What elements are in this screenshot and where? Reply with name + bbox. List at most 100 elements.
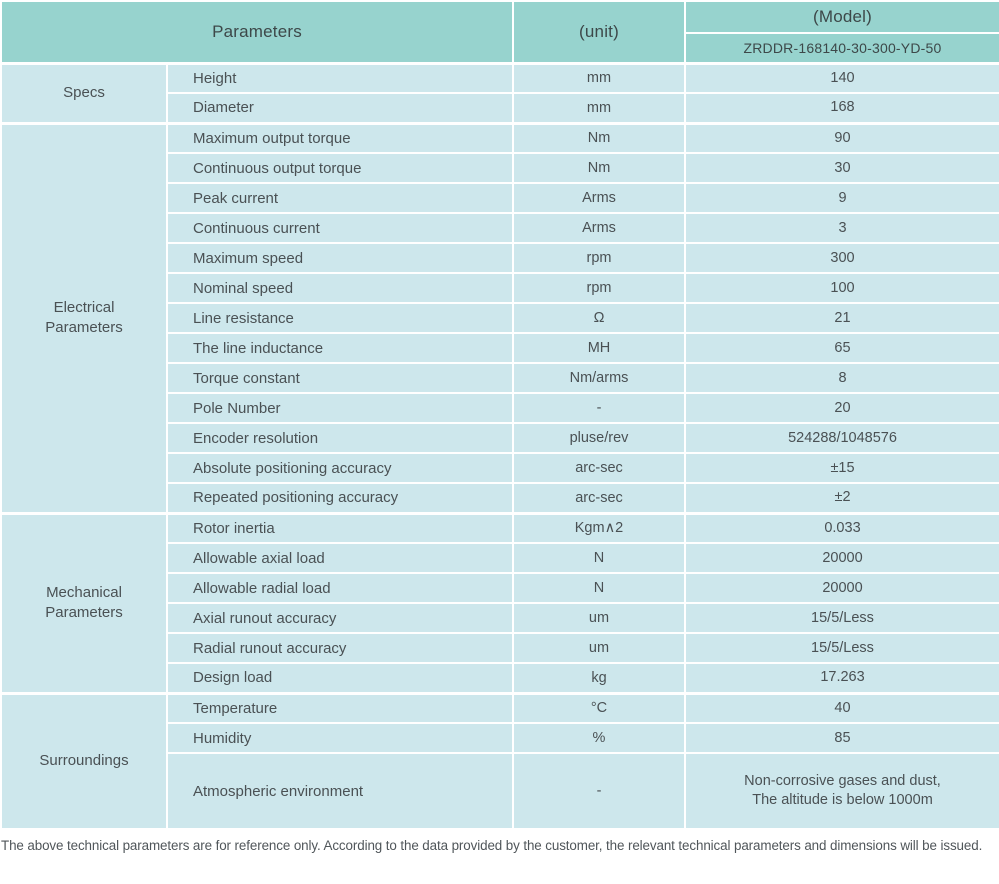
value-cell: 21 (684, 302, 999, 334)
param-name-cell: Temperature (166, 691, 514, 724)
value-cell: 20000 (684, 572, 999, 604)
table-row: Mechanical Parameters Rotor inertia Kgm∧… (0, 511, 999, 694)
unit-cell: Arms (512, 182, 686, 214)
header-model: (Model) (684, 0, 999, 34)
table-row: Torque constant Nm/arms 8 (1, 362, 999, 394)
unit-cell: MH (512, 332, 686, 364)
value-cell: 20 (684, 392, 999, 424)
value-cell: 85 (684, 722, 999, 754)
table-row: The line inductance MH 65 (1, 332, 999, 364)
value-cell: 20000 (684, 542, 999, 574)
unit-cell: kg (512, 662, 686, 694)
category-label: Electrical Parameters (45, 299, 123, 336)
table-row: Nominal speed rpm 100 (1, 272, 999, 304)
value-cell: 90 (684, 121, 999, 154)
unit-cell: - (512, 752, 686, 830)
param-name-cell: Height (166, 61, 514, 94)
unit-cell: Nm (512, 152, 686, 184)
value-cell: 9 (684, 182, 999, 214)
unit-cell: - (512, 392, 686, 424)
param-name-cell: Allowable axial load (166, 542, 514, 574)
parameters-table: Parameters (unit) (Model) ZRDDR-168140-3… (0, 0, 999, 830)
param-name-cell: Design load (166, 662, 514, 694)
table-row: Absolute positioning accuracy arc-sec ±1… (1, 452, 999, 484)
table-row: Diameter mm 168 (1, 92, 999, 124)
category-label: Mechanical Parameters (45, 584, 123, 621)
unit-cell: arc-sec (512, 452, 686, 484)
value-cell: 100 (684, 272, 999, 304)
unit-cell: N (512, 572, 686, 604)
table-row: Allowable axial load N 20000 (1, 542, 999, 574)
header-parameters: Parameters (0, 0, 514, 64)
category-label: Surroundings (39, 752, 129, 770)
param-name-cell: Torque constant (166, 362, 514, 394)
unit-cell: um (512, 602, 686, 634)
param-name-cell: Line resistance (166, 302, 514, 334)
unit-cell: rpm (512, 272, 686, 304)
unit-cell: rpm (512, 242, 686, 274)
value-cell: 524288/1048576 (684, 422, 999, 454)
table-row: Pole Number - 20 (1, 392, 999, 424)
value-cell: Non-corrosive gases and dust, The altitu… (684, 752, 999, 830)
unit-cell: mm (512, 92, 686, 124)
table-row: Electrical Parameters Maximum output tor… (0, 121, 999, 514)
category-cell-surroundings: Surroundings (0, 691, 168, 830)
unit-cell: % (512, 722, 686, 754)
header-unit: (unit) (512, 0, 686, 64)
unit-cell: Kgm∧2 (512, 511, 686, 544)
value-cell: 15/5/Less (684, 632, 999, 664)
unit-cell: °C (512, 691, 686, 724)
param-name-cell: Diameter (166, 92, 514, 124)
value-cell: 0.033 (684, 511, 999, 544)
param-name-cell: Maximum speed (166, 242, 514, 274)
param-name-cell: Rotor inertia (166, 511, 514, 544)
param-name-cell: Continuous output torque (166, 152, 514, 184)
table-row: Encoder resolution pluse/rev 524288/1048… (1, 422, 999, 454)
table-row: Allowable radial load N 20000 (1, 572, 999, 604)
value-cell: 65 (684, 332, 999, 364)
category-cell-mechanical: Mechanical Parameters (0, 511, 168, 694)
table-row: Line resistance Ω 21 (1, 302, 999, 334)
unit-cell: Nm (512, 121, 686, 154)
table-row: Axial runout accuracy um 15/5/Less (1, 602, 999, 634)
table-row: Humidity % 85 (1, 722, 999, 754)
param-name-cell: Axial runout accuracy (166, 602, 514, 634)
param-name-cell: Radial runout accuracy (166, 632, 514, 664)
category-label: Specs (63, 84, 105, 101)
unit-cell: pluse/rev (512, 422, 686, 454)
model-number: ZRDDR-168140-30-300-YD-50 (684, 32, 999, 64)
param-name-cell: Humidity (166, 722, 514, 754)
param-name-cell: Absolute positioning accuracy (166, 452, 514, 484)
value-cell: 168 (684, 92, 999, 124)
unit-cell: Nm/arms (512, 362, 686, 394)
param-name-cell: Nominal speed (166, 272, 514, 304)
param-name-cell: Maximum output torque (166, 121, 514, 154)
unit-cell: Ω (512, 302, 686, 334)
table-row: Repeated positioning accuracy arc-sec ±2 (1, 482, 999, 514)
unit-cell: um (512, 632, 686, 664)
model-row: ZRDDR-168140-30-300-YD-50 (1, 32, 999, 64)
table-row: Peak current Arms 9 (1, 182, 999, 214)
table-row: Continuous output torque Nm 30 (1, 152, 999, 184)
header-row: Parameters (unit) (Model) (0, 0, 999, 64)
unit-cell: N (512, 542, 686, 574)
footnote: The above technical parameters are for r… (1, 838, 983, 853)
table-row: Continuous current Arms 3 (1, 212, 999, 244)
param-name-cell: Allowable radial load (166, 572, 514, 604)
table-row: Maximum speed rpm 300 (1, 242, 999, 274)
table-row: Design load kg 17.263 (1, 662, 999, 694)
param-name-cell: Encoder resolution (166, 422, 514, 454)
value-cell: ±2 (684, 482, 999, 514)
value-cell: 40 (684, 691, 999, 724)
param-name-cell: Pole Number (166, 392, 514, 424)
value-cell: 140 (684, 61, 999, 94)
value-cell: 3 (684, 212, 999, 244)
value-cell: 17.263 (684, 662, 999, 694)
unit-cell: arc-sec (512, 482, 686, 514)
param-name-cell: Continuous current (166, 212, 514, 244)
table-row: Specs Height mm 140 (0, 61, 999, 124)
value-cell: 300 (684, 242, 999, 274)
param-name-cell: Atmospheric environment (166, 752, 514, 830)
table-row: Surroundings Temperature °C 40 (0, 691, 999, 830)
param-name-cell: The line inductance (166, 332, 514, 364)
